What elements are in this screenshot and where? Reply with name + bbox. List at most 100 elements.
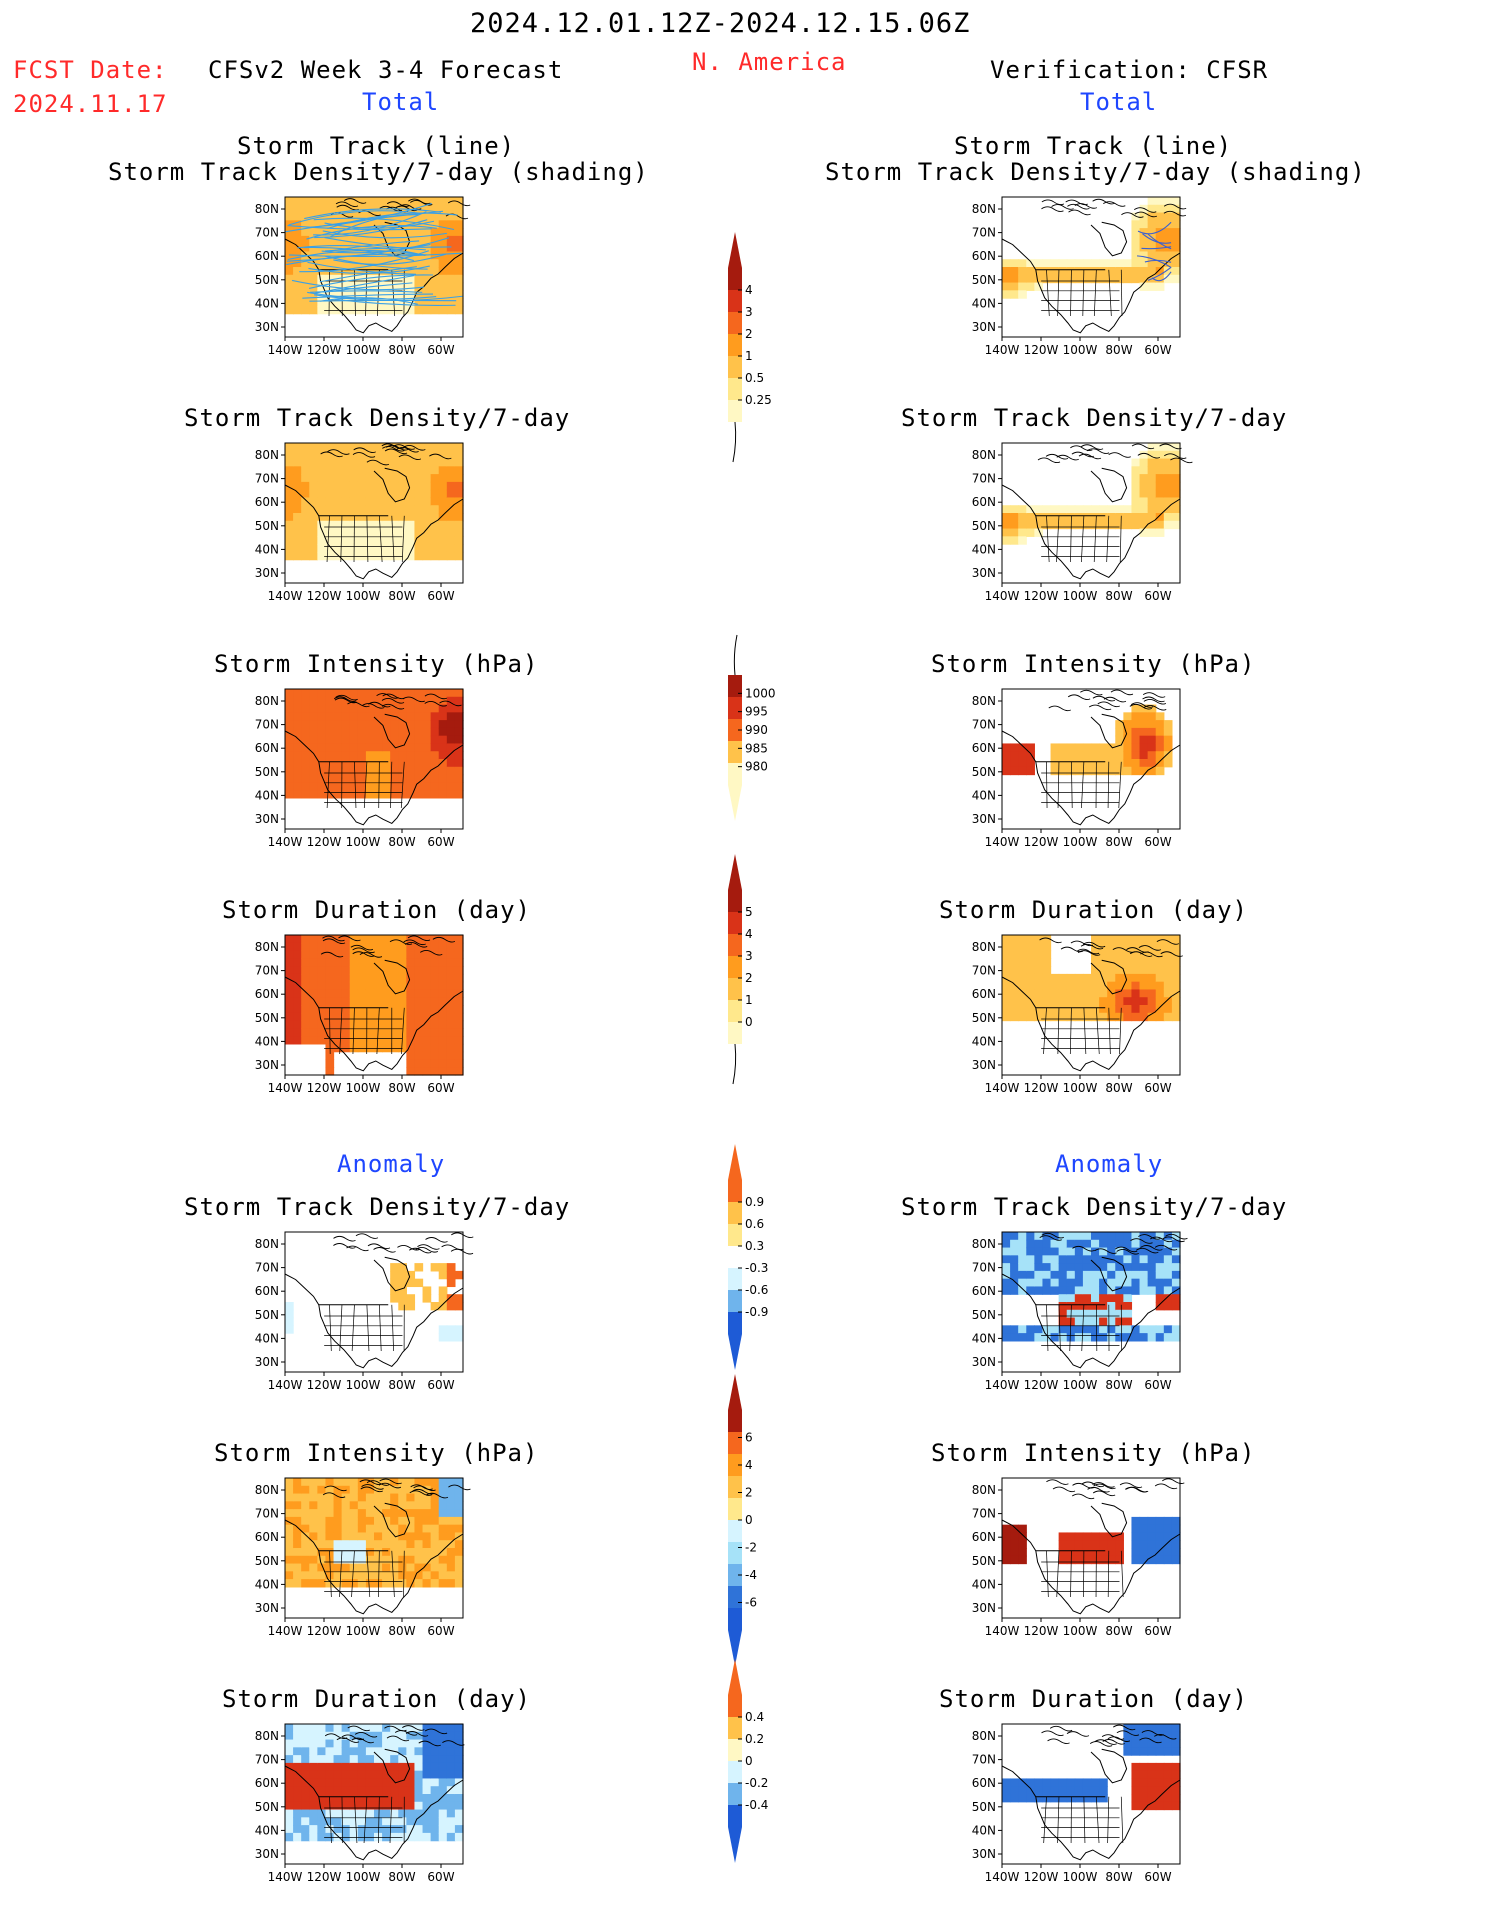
lat-tick-label: 50N bbox=[255, 1800, 279, 1814]
map-aint-verification: 80N 70N 60N 50N 40N 30N 140W 120W 100W 80W 60W bbox=[972, 1477, 1185, 1638]
lon-tick-label: 60W bbox=[1144, 589, 1171, 603]
cb-anom-duration: 0.4 0.2 0 -0.2 -0.4 bbox=[728, 1659, 768, 1863]
lat-tick-label: 50N bbox=[972, 1554, 996, 1568]
colorbar-tick-label: 0 bbox=[745, 1754, 753, 1768]
map-intensity-verification-shading bbox=[1002, 704, 1173, 776]
lat-tick-label: 80N bbox=[255, 1483, 279, 1497]
lon-tick-label: 120W bbox=[1024, 589, 1059, 603]
panel-title-r: Storm Duration (day) bbox=[939, 896, 1248, 924]
lat-tick-label: 60N bbox=[255, 741, 279, 755]
lon-tick-label: 60W bbox=[1144, 1378, 1171, 1392]
colorbar-tick-label: 0 bbox=[745, 1513, 753, 1527]
lat-tick-label: 70N bbox=[972, 1507, 996, 1521]
map-adens-forecast-coastline bbox=[284, 1232, 474, 1369]
lat-tick-label: 60N bbox=[255, 249, 279, 263]
lat-tick-label: 80N bbox=[255, 1237, 279, 1251]
lat-tick-label: 60N bbox=[972, 249, 996, 263]
lon-tick-label: 140W bbox=[268, 589, 303, 603]
map-adur-verification-coastline bbox=[1001, 1724, 1181, 1861]
map-intensity-forecast: 80N 70N 60N 50N 40N 30N 140W 120W 100W 80W 60W bbox=[255, 688, 464, 849]
lat-tick-label: 60N bbox=[972, 495, 996, 509]
map-intensity-verification: 80N 70N 60N 50N 40N 30N 140W 120W 100W 80W 60W bbox=[972, 688, 1181, 849]
lat-tick-label: 80N bbox=[972, 448, 996, 462]
anomaly-label-left: Anomaly bbox=[337, 1150, 446, 1178]
lat-tick-label: 30N bbox=[972, 1847, 996, 1861]
lon-tick-label: 120W bbox=[307, 1378, 342, 1392]
map-adur-forecast-shading bbox=[285, 1724, 464, 1842]
lon-tick-label: 100W bbox=[1063, 589, 1098, 603]
colorbar-tick-label: -4 bbox=[745, 1568, 757, 1582]
colorbar-tick-label: 0.25 bbox=[745, 393, 772, 407]
colorbar-tick-label: 995 bbox=[745, 705, 768, 719]
lon-tick-label: 140W bbox=[268, 1378, 303, 1392]
panel-title-r: Storm Track Density/7-day (shading) bbox=[825, 158, 1366, 186]
lat-tick-label: 40N bbox=[255, 296, 279, 310]
lat-tick-label: 40N bbox=[255, 1331, 279, 1345]
region-title: N. America bbox=[692, 48, 847, 76]
map-aint-forecast: 80N 70N 60N 50N 40N 30N 140W 120W 100W 80W 60W bbox=[255, 1477, 471, 1638]
map-track-verification-shading bbox=[1002, 197, 1181, 299]
lon-tick-label: 80W bbox=[388, 589, 415, 603]
lat-tick-label: 50N bbox=[255, 273, 279, 287]
lon-tick-label: 60W bbox=[1144, 1624, 1171, 1638]
lon-tick-label: 100W bbox=[1063, 343, 1098, 357]
colorbar-tick-label: 2 bbox=[745, 327, 753, 341]
lon-tick-label: 100W bbox=[346, 1378, 381, 1392]
lon-tick-label: 120W bbox=[307, 1081, 342, 1095]
map-adur-forecast-coastline bbox=[284, 1725, 465, 1861]
lon-tick-label: 140W bbox=[985, 1081, 1020, 1095]
total-label-left: Total bbox=[362, 88, 440, 116]
colorbar-tick-label: 990 bbox=[745, 723, 768, 737]
lat-tick-label: 80N bbox=[972, 202, 996, 216]
lat-tick-label: 70N bbox=[972, 1261, 996, 1275]
lat-tick-label: 30N bbox=[972, 812, 996, 826]
lat-tick-label: 60N bbox=[972, 1284, 996, 1298]
lon-tick-label: 140W bbox=[985, 1624, 1020, 1638]
panel-title-l: Storm Duration (day) bbox=[222, 896, 531, 924]
lat-tick-label: 30N bbox=[255, 812, 279, 826]
lon-tick-label: 60W bbox=[1144, 1081, 1171, 1095]
map-aint-verification-coastline bbox=[1001, 1478, 1185, 1615]
lon-tick-label: 80W bbox=[1105, 589, 1132, 603]
cb-intensity: 1000 995 990 985 980 bbox=[728, 634, 776, 821]
lat-tick-label: 60N bbox=[255, 495, 279, 509]
lon-tick-label: 140W bbox=[985, 1378, 1020, 1392]
lon-tick-label: 100W bbox=[346, 835, 381, 849]
lat-tick-label: 60N bbox=[972, 1776, 996, 1790]
map-aint-forecast-shading bbox=[285, 1478, 464, 1588]
lat-tick-label: 40N bbox=[255, 1577, 279, 1591]
colorbar-tick-label: -0.4 bbox=[745, 1798, 768, 1812]
lon-tick-label: 80W bbox=[388, 1081, 415, 1095]
lon-tick-label: 60W bbox=[427, 1378, 454, 1392]
lon-tick-label: 100W bbox=[1063, 835, 1098, 849]
lat-tick-label: 60N bbox=[255, 1284, 279, 1298]
total-label-right: Total bbox=[1080, 88, 1158, 116]
lon-tick-label: 60W bbox=[427, 1870, 454, 1884]
map-density-verification: 80N 70N 60N 50N 40N 30N 140W 120W 100W 80W 60W bbox=[972, 442, 1193, 603]
lat-tick-label: 30N bbox=[255, 1847, 279, 1861]
lon-tick-label: 120W bbox=[307, 1624, 342, 1638]
map-adens-verification-shading bbox=[1002, 1232, 1181, 1342]
map-track-verification: 80N 70N 60N 50N 40N 30N 140W 120W 100W 80W 60W bbox=[972, 196, 1187, 357]
map-track-verification-storm-tracks bbox=[1136, 221, 1172, 282]
lon-tick-label: 120W bbox=[307, 1870, 342, 1884]
lat-tick-label: 40N bbox=[972, 1823, 996, 1837]
lat-tick-label: 60N bbox=[255, 1530, 279, 1544]
map-density-verification-coastline bbox=[1001, 443, 1193, 580]
lon-tick-label: 100W bbox=[346, 1624, 381, 1638]
fcst-date-label: FCST Date: bbox=[13, 56, 168, 84]
lon-tick-label: 100W bbox=[346, 589, 381, 603]
lat-tick-label: 70N bbox=[255, 472, 279, 486]
lat-tick-label: 40N bbox=[255, 1034, 279, 1048]
colorbar-tick-label: 0.4 bbox=[745, 1710, 764, 1724]
lat-tick-label: 70N bbox=[972, 964, 996, 978]
lat-tick-label: 40N bbox=[972, 1331, 996, 1345]
lat-tick-label: 50N bbox=[972, 1011, 996, 1025]
colorbar-tick-label: 1 bbox=[745, 349, 753, 363]
lon-tick-label: 100W bbox=[346, 1870, 381, 1884]
fcst-date-value: 2024.11.17 bbox=[13, 90, 168, 118]
lon-tick-label: 80W bbox=[1105, 835, 1132, 849]
lon-tick-label: 140W bbox=[985, 835, 1020, 849]
lat-tick-label: 50N bbox=[255, 1554, 279, 1568]
